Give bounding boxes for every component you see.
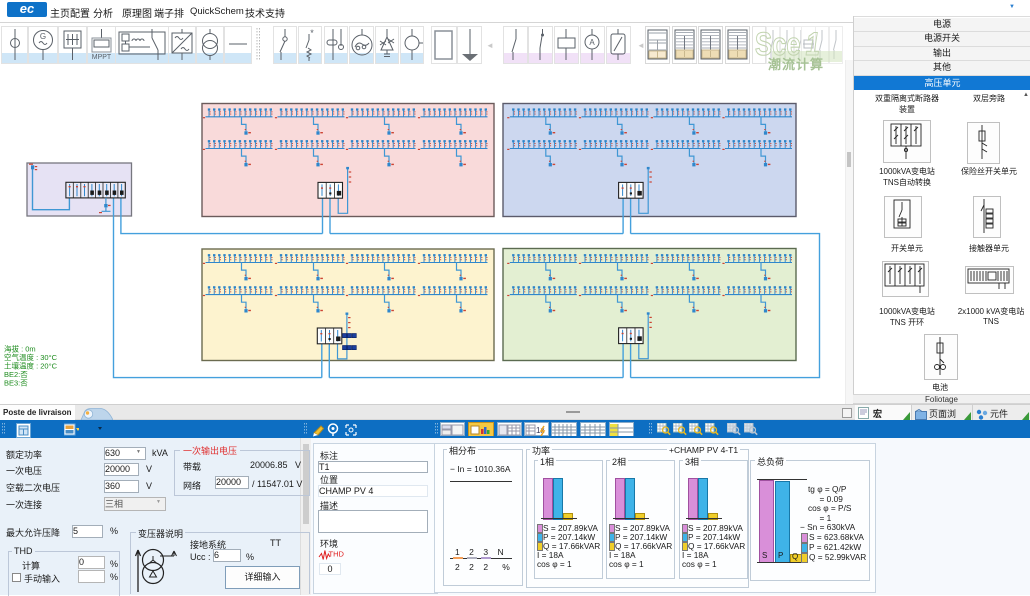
svg-text:MPPT: MPPT	[92, 54, 112, 61]
svg-text:土壤温度 : 20°C: 土壤温度 : 20°C	[4, 361, 58, 371]
svg-text:G: G	[40, 32, 46, 41]
svg-text:BE2:否: BE2:否	[4, 370, 28, 379]
svg-text:空气温度 : 30°C: 空气温度 : 30°C	[4, 352, 58, 362]
svg-text:BE3:否: BE3:否	[4, 379, 28, 388]
svg-text:*: *	[311, 28, 315, 38]
svg-text:THD: THD	[329, 550, 345, 559]
svg-text:A: A	[589, 38, 595, 47]
svg-text:1x: 1x	[536, 426, 544, 435]
svg-text:海拔 : 0m: 海拔 : 0m	[4, 344, 36, 354]
